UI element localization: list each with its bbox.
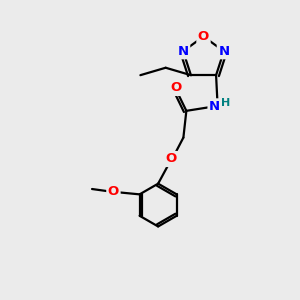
Text: O: O	[198, 30, 209, 43]
Text: O: O	[108, 185, 119, 199]
Text: N: N	[218, 45, 230, 58]
Text: O: O	[170, 82, 182, 94]
Text: H: H	[221, 98, 230, 108]
Text: O: O	[166, 152, 177, 166]
Text: N: N	[209, 100, 220, 113]
Text: N: N	[178, 45, 189, 58]
